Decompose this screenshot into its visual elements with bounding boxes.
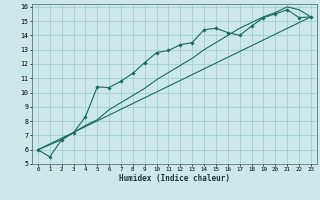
X-axis label: Humidex (Indice chaleur): Humidex (Indice chaleur) bbox=[119, 174, 230, 183]
